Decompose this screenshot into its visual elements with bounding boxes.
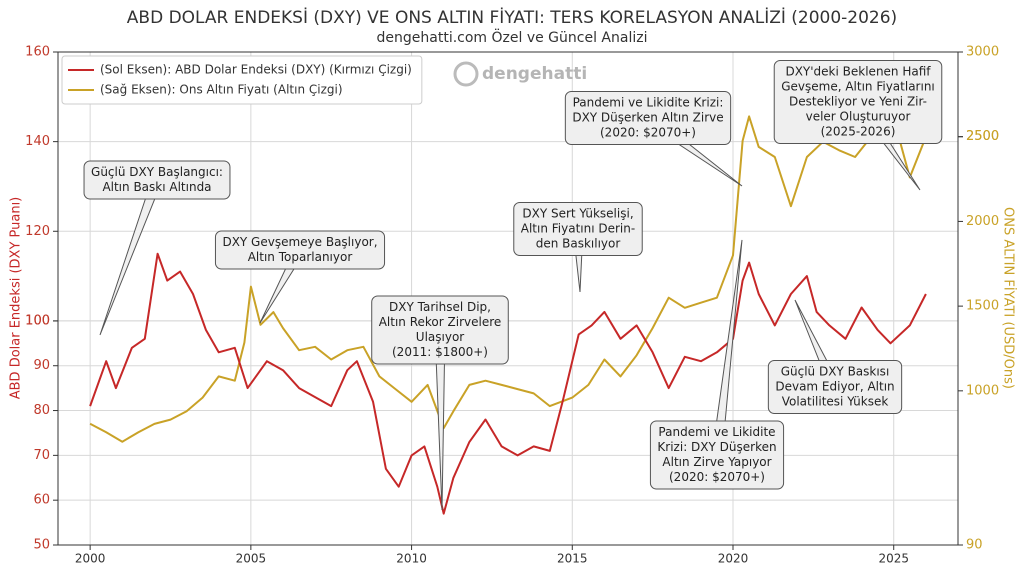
annotation-box [767, 360, 903, 414]
annotation: DXY Gevşemeye Başlıyor,Altın Toparlanıyo… [214, 230, 386, 324]
x-tick-label: 2000 [75, 552, 106, 566]
y-tick-label: 80 [33, 403, 50, 418]
y2-tick-label: 90 [966, 538, 983, 553]
annotation-text: Altın Rekor Zirvelere [379, 315, 502, 329]
legend-box [61, 55, 423, 105]
y-tick-label: 70 [33, 448, 50, 463]
annotation-box [371, 295, 509, 365]
y2-tick-label: 1000 [966, 383, 999, 398]
annotation: Pandemi ve Likidite Krizi:DXY Düşerken A… [564, 91, 743, 187]
chart-subtitle: dengehatti.com Özel ve Güncel Analizi [377, 28, 648, 46]
annotation-text: Güçlü DXY Başlangıcı: [91, 165, 223, 179]
watermark: dengehatti [482, 64, 587, 84]
annotation: Güçlü DXY Başlangıcı:Altın Baskı Altında [83, 160, 231, 336]
annotation-text: Volatilitesi Yüksek [782, 395, 889, 409]
legend-label: (Sol Eksen): ABD Dolar Endeksi (DXY) (Kı… [100, 63, 412, 77]
y2-tick-label: 1500 [966, 299, 999, 314]
annotation: DXY Sert Yükselişi,Altın Fiyatını Derin-… [513, 202, 643, 293]
annotation-text: DXY Sert Yükselişi, [522, 207, 633, 221]
annotation-text: Pandemi ve Likidite Krizi: [573, 96, 724, 110]
annotation-text: Destekliyor ve Yeni Zir- [789, 95, 927, 109]
x-tick-label: 2005 [236, 552, 267, 566]
y-axis-label: ABD Dolar Endeksi (DXY Puanı) [9, 197, 24, 400]
legend-label: (Sağ Eksen): Ons Altın Fiyatı (Altın Çiz… [100, 83, 343, 97]
chart-title: ABD DOLAR ENDEKSİ (DXY) VE ONS ALTIN FİY… [127, 7, 897, 28]
y2-axis-label: ONS ALTIN FİYATI (USD/Ons) [1001, 207, 1017, 389]
annotation-box [564, 91, 732, 145]
annotation-text: Krizi: DXY Düşerken [657, 440, 776, 454]
annotation-text: Altın Toparlanıyor [248, 250, 353, 264]
data-line [89, 115, 927, 443]
annotation-box [513, 202, 643, 256]
annotation-text: (2020: $2070+) [669, 470, 765, 484]
annotation-box [773, 60, 943, 144]
x-tick-label: 2015 [557, 552, 588, 566]
annotation-text: DXY Düşerken Altın Zirve [572, 111, 723, 125]
annotation-box [214, 230, 386, 270]
y-tick-label: 140 [25, 134, 50, 149]
annotation-text: Pandemi ve Likidite [658, 425, 775, 439]
y2-tick-label: 2000 [966, 214, 999, 229]
annotation-box [649, 420, 785, 490]
data-line [89, 252, 927, 515]
annotation-text: Gevşeme, Altın Fiyatlarını [781, 80, 935, 94]
y-tick-label: 120 [25, 224, 50, 239]
annotation: DXY Tarihsel Dip,Altın Rekor ZirvelereUl… [371, 295, 509, 511]
annotation-text: Devam Ediyor, Altın [775, 380, 894, 394]
y-tick-label: 50 [33, 538, 50, 553]
annotation-text: veler Oluşturuyor [806, 110, 911, 124]
y2-tick-label: 2500 [966, 129, 999, 144]
annotation-text: den Baskılıyor [536, 237, 621, 251]
y2-tick-label: 2500 [966, 129, 999, 144]
x-tick-label: 2025 [878, 552, 909, 566]
annotation-text: (2025-2026) [821, 125, 896, 139]
annotation-text: (2011: $1800+) [392, 345, 488, 359]
annotation-box [83, 160, 231, 200]
y-tick-label: 100 [25, 313, 50, 328]
y-tick-label: 160 [25, 45, 50, 60]
plot-layer: 2000 2005 2010 2015 2020 2025 50 60 70 80 90 100 100… [25, 45, 999, 566]
annotation-text: Altın Fiyatını Derin- [521, 222, 635, 236]
legend: (Sol Eksen): ABD Dolar Endeksi (DXY) (Kı… [61, 55, 423, 105]
annotation-text: Ulaşıyor [416, 330, 465, 344]
x-tick-label: 2020 [718, 552, 749, 566]
annotation-text: Altın Zirve Yapıyor [662, 455, 771, 469]
annotation-text: DXY Tarihsel Dip, [389, 300, 491, 314]
y-tick-label: 90 [33, 358, 50, 373]
annotation-text: (2020: $2070+) [600, 126, 696, 140]
annotation-text: DXY Gevşemeye Başlıyor, [222, 235, 377, 249]
y-tick-label: 100 [25, 313, 50, 328]
plot-frame [57, 51, 959, 546]
x-tick-label: 2010 [396, 552, 427, 566]
annotation-text: DXY'deki Beklenen Hafif [785, 65, 931, 79]
y-tick-label: 60 [33, 493, 50, 508]
watermark-logo [453, 61, 479, 87]
y2-tick-label: 3000 [966, 45, 999, 60]
annotation-text: Altın Baskı Altında [102, 180, 211, 194]
annotation-text: Güçlü DXY Baskısı [781, 365, 890, 379]
